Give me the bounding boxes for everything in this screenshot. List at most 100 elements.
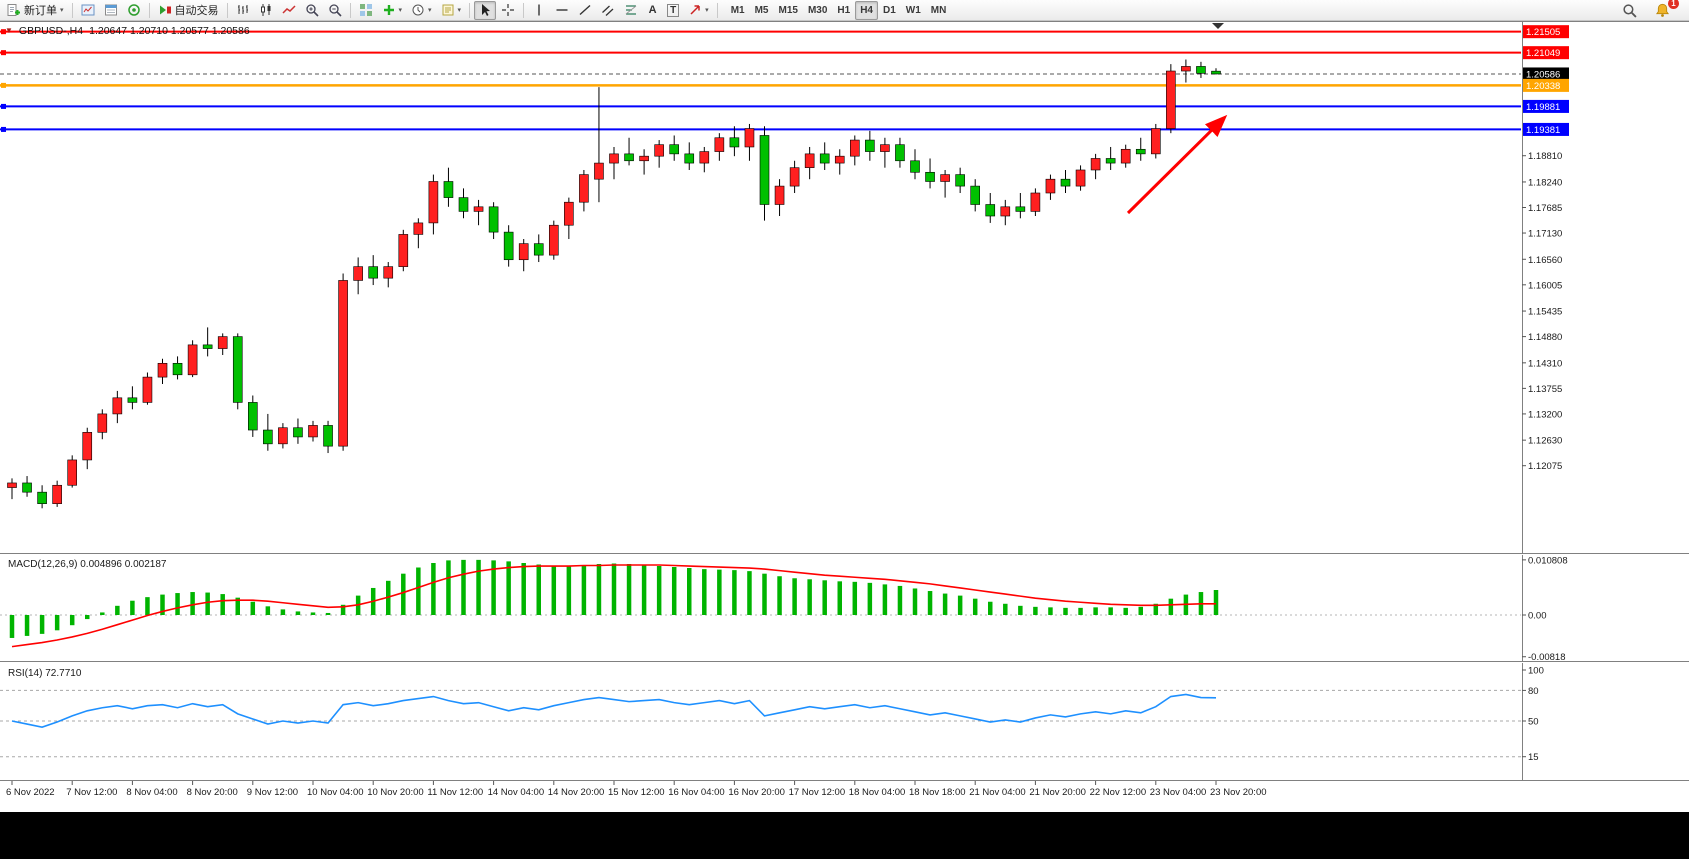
svg-text:7 Nov 12:00: 7 Nov 12:00 (66, 787, 117, 798)
price-tag (1523, 122, 1569, 136)
svg-text:14 Nov 04:00: 14 Nov 04:00 (488, 787, 545, 798)
bell-icon (1655, 3, 1670, 17)
candle (368, 266, 379, 279)
svg-text:1.20338: 1.20338 (1526, 81, 1560, 92)
periods-button[interactable]: ▾ (407, 1, 436, 20)
candle (82, 432, 93, 461)
svg-text:23 Nov 04:00: 23 Nov 04:00 (1150, 787, 1207, 798)
horizontal-line-objects[interactable] (0, 29, 1521, 132)
vertical-line-tool-button[interactable] (528, 1, 550, 20)
candlestick-chart-button[interactable] (255, 1, 277, 20)
label-tool-button[interactable]: T (663, 1, 683, 20)
market-watch-button[interactable] (100, 1, 122, 20)
channel-icon (602, 5, 614, 16)
trend-arrow-annotation[interactable] (1126, 114, 1228, 215)
charts-button[interactable] (77, 1, 99, 20)
timeframe-H1[interactable]: H1 (832, 1, 855, 20)
cursor-tool-button[interactable] (474, 0, 497, 20)
search-button[interactable] (1618, 1, 1641, 20)
toolbar-separator (523, 2, 525, 18)
price-scale[interactable]: 1.18810 1.18240 1.17685 1.17130 1.16560 1.160… (1522, 25, 1569, 472)
candle (263, 429, 273, 445)
zoom-in-button[interactable] (301, 1, 323, 20)
channel-tool-button[interactable] (597, 1, 619, 20)
timeframe-MN[interactable]: MN (926, 1, 952, 20)
svg-text:1.20586: 1.20586 (1526, 69, 1560, 80)
crosshair-icon (502, 4, 515, 16)
data-window-button[interactable] (123, 1, 145, 20)
trendline-icon (579, 4, 591, 16)
candle (759, 135, 770, 205)
timeframe-M5[interactable]: M5 (750, 1, 774, 20)
tile-windows-button[interactable] (355, 1, 377, 20)
svg-text:16 Nov 04:00: 16 Nov 04:00 (668, 787, 725, 798)
candle (970, 185, 981, 205)
timeframe-M15[interactable]: M15 (774, 1, 803, 20)
chevron-down-icon: ▾ (457, 6, 462, 14)
timeframe-M1[interactable]: M1 (726, 1, 750, 20)
zoom-out-button[interactable] (324, 1, 346, 20)
horizontal-line-tool-button[interactable] (551, 1, 573, 20)
candle (172, 362, 183, 376)
tile-windows-icon (359, 4, 372, 16)
chevron-down-icon: ▾ (428, 6, 432, 14)
candle (488, 206, 499, 233)
rsi-panel: RSI(14) 72.7710 100 80 50 15 (0, 666, 1544, 763)
clock-icon (412, 4, 424, 16)
chart-symbol-period: GBPUSD-,H4 (18, 25, 84, 37)
chart-ohlc-values: 1.20647 1.20710 1.20577 1.20586 (89, 25, 250, 37)
timeframe-toolbar: M1 M5 M15 M30 H1 H4 D1 W1 MN (726, 0, 952, 20)
new-order-button[interactable]: 新订单 ▾ (3, 1, 68, 20)
timeframe-D1[interactable]: D1 (878, 1, 901, 20)
candle (503, 231, 514, 261)
price-tag (1523, 67, 1569, 81)
timeframe-M30[interactable]: M30 (803, 1, 832, 20)
timeframe-H4[interactable]: H4 (855, 0, 878, 20)
candle (594, 162, 604, 180)
macd-label: MACD(12,26,9) 0.004896 0.002187 (8, 559, 167, 570)
svg-text:6 Nov 2022: 6 Nov 2022 (6, 787, 55, 798)
toolbar-separator (716, 2, 718, 18)
templates-button[interactable]: ▾ (437, 1, 466, 20)
svg-text:1.14310: 1.14310 (1528, 358, 1562, 369)
vertical-line-icon (538, 4, 540, 16)
time-axis[interactable]: 6 Nov 2022 7 Nov 12:00 8 Nov 04:00 8 Nov 20… (6, 781, 1267, 798)
candle (458, 197, 469, 212)
line-chart-button[interactable] (278, 1, 300, 20)
trendline-tool-button[interactable] (574, 1, 596, 20)
candle (323, 425, 333, 447)
crosshair-tool-button[interactable] (497, 1, 519, 20)
zoom-in-icon (305, 4, 319, 17)
svg-text:21 Nov 04:00: 21 Nov 04:00 (969, 787, 1026, 798)
autotrading-button[interactable]: 自动交易 (154, 1, 223, 20)
notifications-button[interactable]: 1 (1651, 0, 1679, 20)
candle (308, 425, 318, 438)
svg-text:1.15435: 1.15435 (1528, 307, 1562, 318)
arrows-tool-button[interactable]: ▾ (684, 1, 713, 20)
candle (609, 153, 619, 164)
svg-text:0.00: 0.00 (1528, 611, 1547, 622)
candle (639, 155, 649, 162)
autotrading-label: 自动交易 (174, 5, 219, 17)
candle (52, 484, 62, 504)
candle (67, 459, 77, 486)
indicators-button[interactable]: ▾ (378, 1, 407, 20)
svg-text:1.21505: 1.21505 (1526, 27, 1560, 38)
line-handle (1, 126, 6, 132)
price-tag (1523, 78, 1569, 92)
candle (142, 376, 153, 403)
svg-text:1.12075: 1.12075 (1528, 461, 1562, 472)
timeframe-W1[interactable]: W1 (901, 1, 926, 20)
candle (834, 155, 845, 164)
fibonacci-tool-button[interactable] (620, 1, 642, 20)
svg-text:17 Nov 12:00: 17 Nov 12:00 (789, 787, 846, 798)
candle (1211, 70, 1221, 75)
candle (278, 427, 288, 445)
candle (699, 151, 710, 164)
line-handle (1, 50, 6, 56)
candle (880, 144, 890, 152)
candle (669, 144, 680, 155)
bar-chart-button[interactable] (232, 1, 254, 20)
text-tool-button[interactable]: A (643, 1, 662, 20)
